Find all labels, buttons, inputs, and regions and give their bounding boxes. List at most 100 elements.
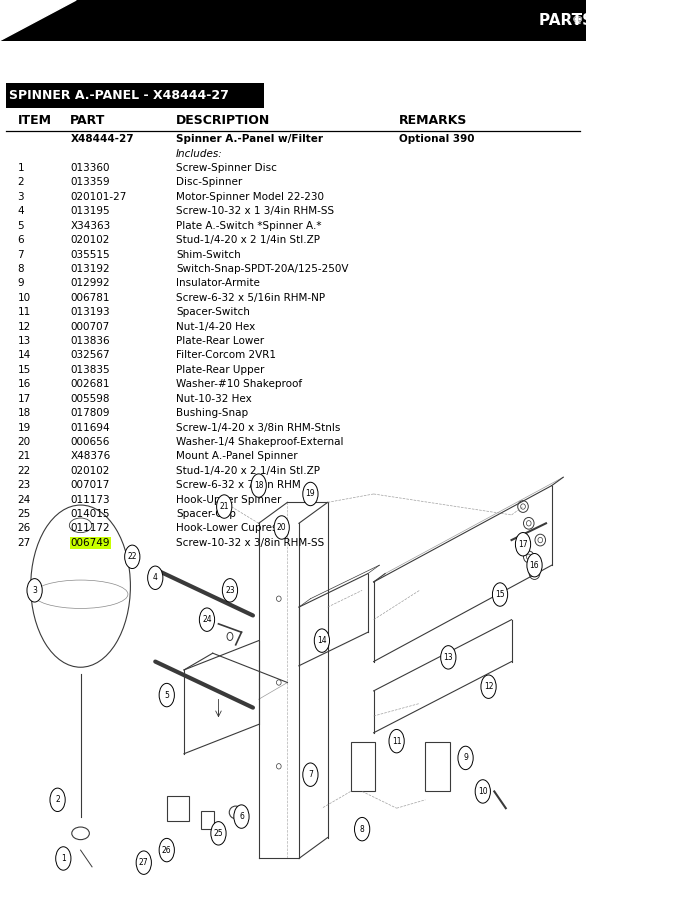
Text: 22: 22 bbox=[18, 466, 31, 476]
FancyBboxPatch shape bbox=[6, 83, 264, 108]
Text: 12: 12 bbox=[484, 682, 493, 691]
Text: 13: 13 bbox=[18, 336, 31, 346]
Text: Screw-10-32 x 1 3/4in RHM-SS: Screw-10-32 x 1 3/4in RHM-SS bbox=[176, 206, 334, 216]
Circle shape bbox=[458, 746, 473, 769]
Text: 013192: 013192 bbox=[70, 264, 110, 274]
Text: 10: 10 bbox=[478, 787, 488, 796]
Text: 005598: 005598 bbox=[70, 394, 110, 404]
Text: 1: 1 bbox=[18, 163, 25, 173]
Text: 011172: 011172 bbox=[70, 523, 110, 533]
Text: Optional 390: Optional 390 bbox=[398, 134, 474, 144]
Text: 7: 7 bbox=[308, 770, 313, 779]
Text: 020102: 020102 bbox=[70, 235, 110, 245]
Text: Spinner A.-Panel w/Filter: Spinner A.-Panel w/Filter bbox=[176, 134, 323, 144]
Text: 17: 17 bbox=[518, 540, 528, 549]
Circle shape bbox=[492, 583, 507, 606]
Text: Screw-10-32 x 3/8in RHM-SS: Screw-10-32 x 3/8in RHM-SS bbox=[176, 538, 324, 548]
Text: 4: 4 bbox=[153, 573, 158, 582]
Text: 14: 14 bbox=[18, 350, 31, 360]
Circle shape bbox=[50, 788, 65, 812]
Text: 16: 16 bbox=[18, 379, 31, 389]
Text: 23: 23 bbox=[225, 586, 235, 595]
Text: 020102: 020102 bbox=[70, 466, 110, 476]
Text: 032567: 032567 bbox=[70, 350, 110, 360]
Text: 13: 13 bbox=[443, 653, 453, 662]
Text: 20: 20 bbox=[18, 437, 31, 447]
Text: 035515: 035515 bbox=[70, 250, 110, 259]
Text: 5: 5 bbox=[164, 690, 169, 699]
Text: Switch-Snap-SPDT-20A/125-250V: Switch-Snap-SPDT-20A/125-250V bbox=[176, 264, 349, 274]
Text: REMARKS: REMARKS bbox=[398, 114, 467, 126]
Text: Stud-1/4-20 x 2 1/4in Stl.ZP: Stud-1/4-20 x 2 1/4in Stl.ZP bbox=[176, 235, 320, 245]
Text: ♚: ♚ bbox=[572, 14, 583, 27]
Circle shape bbox=[56, 847, 71, 870]
Text: 9: 9 bbox=[463, 753, 468, 762]
Text: 4: 4 bbox=[18, 206, 25, 216]
Text: Disc-Spinner: Disc-Spinner bbox=[176, 177, 242, 187]
Circle shape bbox=[303, 763, 318, 787]
Text: ITEM: ITEM bbox=[18, 114, 52, 126]
Polygon shape bbox=[0, 0, 76, 41]
Text: X48444-27: X48444-27 bbox=[70, 134, 134, 144]
Circle shape bbox=[389, 730, 405, 753]
Text: 002681: 002681 bbox=[70, 379, 110, 389]
Circle shape bbox=[234, 805, 249, 828]
Text: 6: 6 bbox=[239, 812, 244, 821]
Text: 18: 18 bbox=[18, 408, 31, 418]
Text: 25: 25 bbox=[214, 829, 223, 838]
Text: 21: 21 bbox=[219, 502, 229, 511]
Text: 3: 3 bbox=[32, 586, 37, 595]
Circle shape bbox=[481, 675, 496, 698]
Text: 27: 27 bbox=[139, 858, 148, 867]
Text: Spacer-Switch: Spacer-Switch bbox=[176, 307, 250, 317]
Text: 000656: 000656 bbox=[70, 437, 110, 447]
Text: Shim-Switch: Shim-Switch bbox=[176, 250, 240, 259]
Text: 011173: 011173 bbox=[70, 495, 110, 505]
Text: 006781: 006781 bbox=[70, 293, 110, 303]
Text: Plate-Rear Upper: Plate-Rear Upper bbox=[176, 365, 264, 375]
Text: 012992: 012992 bbox=[70, 278, 110, 288]
Text: Screw-6-32 x 7/8in RHM: Screw-6-32 x 7/8in RHM bbox=[176, 480, 300, 490]
Text: Motor-Spinner Model 22-230: Motor-Spinner Model 22-230 bbox=[176, 192, 324, 202]
Text: Hook-Lower Cuprest: Hook-Lower Cuprest bbox=[176, 523, 281, 533]
Text: PARTS CATALOG: PARTS CATALOG bbox=[539, 13, 676, 28]
Text: 11: 11 bbox=[18, 307, 31, 317]
Text: 22: 22 bbox=[127, 552, 137, 561]
Text: 020101-27: 020101-27 bbox=[70, 192, 127, 202]
Text: 19: 19 bbox=[18, 423, 31, 432]
Text: 26: 26 bbox=[18, 523, 31, 533]
Text: 19: 19 bbox=[306, 489, 315, 498]
Text: 8: 8 bbox=[18, 264, 25, 274]
Text: 000707: 000707 bbox=[70, 322, 110, 332]
Text: 017809: 017809 bbox=[70, 408, 110, 418]
Text: 10: 10 bbox=[18, 293, 31, 303]
Text: 15: 15 bbox=[18, 365, 31, 375]
Text: 1: 1 bbox=[61, 854, 65, 863]
Text: 013195: 013195 bbox=[70, 206, 110, 216]
Text: DESCRIPTION: DESCRIPTION bbox=[176, 114, 270, 126]
Circle shape bbox=[159, 683, 174, 706]
Text: 24: 24 bbox=[18, 495, 31, 505]
Text: Spacer-Cup: Spacer-Cup bbox=[176, 509, 236, 519]
Circle shape bbox=[355, 817, 370, 841]
Text: Nut-1/4-20 Hex: Nut-1/4-20 Hex bbox=[176, 322, 255, 332]
Circle shape bbox=[217, 495, 232, 518]
Circle shape bbox=[441, 646, 456, 669]
Text: Screw-1/4-20 x 3/8in RHM-Stnls: Screw-1/4-20 x 3/8in RHM-Stnls bbox=[176, 423, 340, 432]
Text: X34363: X34363 bbox=[70, 221, 110, 231]
Text: 9: 9 bbox=[18, 278, 25, 288]
Text: 20: 20 bbox=[277, 523, 287, 532]
Text: 013359: 013359 bbox=[70, 177, 110, 187]
Circle shape bbox=[136, 851, 151, 874]
Text: 7: 7 bbox=[18, 250, 25, 259]
Text: 15: 15 bbox=[495, 590, 505, 599]
Text: Screw-Spinner Disc: Screw-Spinner Disc bbox=[176, 163, 276, 173]
Text: 007017: 007017 bbox=[70, 480, 110, 490]
Text: SPINNER A.-PANEL - X48444-27: SPINNER A.-PANEL - X48444-27 bbox=[9, 89, 229, 102]
Circle shape bbox=[211, 822, 226, 845]
Text: 18: 18 bbox=[254, 481, 264, 490]
Text: Filter-Corcom 2VR1: Filter-Corcom 2VR1 bbox=[176, 350, 276, 360]
Text: Plate A.-Switch *Spinner A.*: Plate A.-Switch *Spinner A.* bbox=[176, 221, 321, 231]
Text: 11: 11 bbox=[392, 737, 401, 746]
Text: Hook-Upper Spinner: Hook-Upper Spinner bbox=[176, 495, 281, 505]
